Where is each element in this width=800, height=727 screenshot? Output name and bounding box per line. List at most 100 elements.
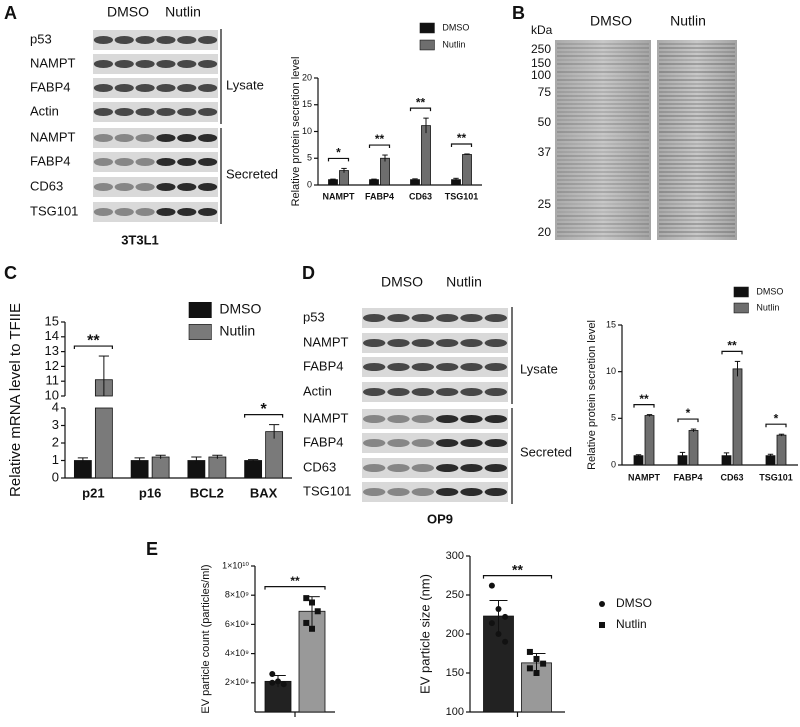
data-point [280, 681, 287, 688]
blot-band [156, 84, 176, 92]
y-tick-label: 1×10¹⁰ [222, 560, 249, 570]
blot-band [411, 314, 435, 322]
data-point [275, 678, 281, 685]
blot-band [114, 84, 134, 92]
blot-band [93, 183, 113, 191]
blot-strip [93, 152, 218, 172]
significance-bracket [73, 345, 113, 350]
blot-band [411, 488, 435, 496]
y-tick-label: 0 [52, 469, 59, 484]
data-point [314, 608, 321, 615]
blot-strip [93, 54, 218, 74]
blot-band [198, 36, 218, 44]
panel-letter: D [302, 263, 315, 283]
y-tick-label: 15 [606, 319, 616, 329]
y-tick-label: 15 [45, 313, 59, 328]
blot-band [435, 363, 459, 371]
bar [380, 157, 390, 186]
x-tick-label: BCL2 [190, 485, 224, 500]
legend-marker [599, 601, 605, 607]
significance-label: * [774, 411, 779, 425]
significance-bracket [409, 107, 432, 112]
blot-label: TSG101 [303, 483, 351, 498]
blot-band [198, 84, 218, 92]
y-tick-label: 250 [446, 589, 464, 601]
blot-label: CD63 [303, 459, 336, 474]
blot-band [435, 488, 459, 496]
blot-band [93, 134, 113, 142]
legend-swatch [419, 39, 435, 51]
blot-strip [362, 482, 508, 502]
blot-band [387, 488, 410, 496]
y-tick-label: 13 [45, 343, 59, 358]
y-tick-label: 5 [307, 153, 312, 163]
mw-marker: 50 [538, 115, 552, 129]
bar [244, 460, 263, 479]
legend-label: DMSO [442, 22, 469, 32]
significance-bracket [244, 414, 284, 418]
blot-band [114, 36, 134, 44]
mw-marker: 37 [538, 145, 552, 159]
group-label: DMSO [107, 4, 149, 20]
blot-label: FABP4 [303, 358, 343, 373]
blot-band [484, 314, 508, 322]
y-tick-label: 0 [307, 179, 312, 189]
blot-band [435, 464, 459, 472]
significance-bracket [327, 157, 350, 162]
y-tick-label: 6×10⁹ [225, 619, 249, 629]
significance-label: * [261, 401, 268, 418]
blot-band [387, 314, 410, 322]
significance-bracket [368, 144, 391, 149]
blot-band [411, 388, 435, 396]
y-tick-label: 4 [52, 399, 59, 414]
blot-band [198, 108, 218, 116]
x-tick-label: p21 [82, 485, 104, 500]
y-axis-label: Relative protein secretion level [290, 57, 302, 207]
blot-band [198, 158, 218, 166]
blot-band [156, 108, 176, 116]
blot-strip [93, 30, 218, 50]
mw-marker: 75 [538, 85, 552, 99]
bar [421, 125, 431, 186]
bar [208, 456, 227, 479]
blot-band [135, 158, 155, 166]
group-label: Nutlin [670, 13, 706, 29]
blot-strip [93, 102, 218, 122]
blot-band [114, 134, 134, 142]
y-tick-label: 2×10⁹ [225, 677, 249, 687]
legend-swatch [188, 301, 212, 318]
y-axis-label: EV particle count (particles/ml) [200, 564, 212, 713]
blot-band [93, 60, 113, 68]
blot-band [93, 208, 113, 216]
blot-band [387, 339, 410, 347]
legend-label: DMSO [616, 596, 652, 610]
significance-bracket [765, 423, 787, 428]
blot-label: NAMPT [303, 410, 349, 425]
significance-bracket [482, 575, 553, 579]
data-point [495, 631, 502, 637]
blot-band [362, 388, 386, 396]
blot-band [177, 36, 197, 44]
blot-band [156, 60, 176, 68]
panel-letter: E [146, 539, 158, 559]
blot-band [484, 363, 508, 371]
legend-label: DMSO [756, 286, 783, 296]
cell-line: 3T3L1 [121, 232, 159, 247]
y-tick-label: 10 [45, 387, 59, 402]
y-tick-label: 200 [446, 628, 464, 640]
blot-band [484, 488, 508, 496]
section-label: Lysate [226, 77, 264, 92]
blot-band [484, 415, 508, 423]
blot-band [135, 183, 155, 191]
y-tick-label: 5 [611, 413, 616, 423]
blot-band [435, 415, 459, 423]
blot-band [411, 439, 435, 447]
blot-band [135, 134, 155, 142]
blot-label: FABP4 [30, 153, 70, 168]
blot-strip [93, 128, 218, 148]
panel-letter: B [512, 3, 525, 23]
bar [633, 455, 644, 466]
blot-band [362, 314, 386, 322]
blot-label: Actin [303, 383, 332, 398]
